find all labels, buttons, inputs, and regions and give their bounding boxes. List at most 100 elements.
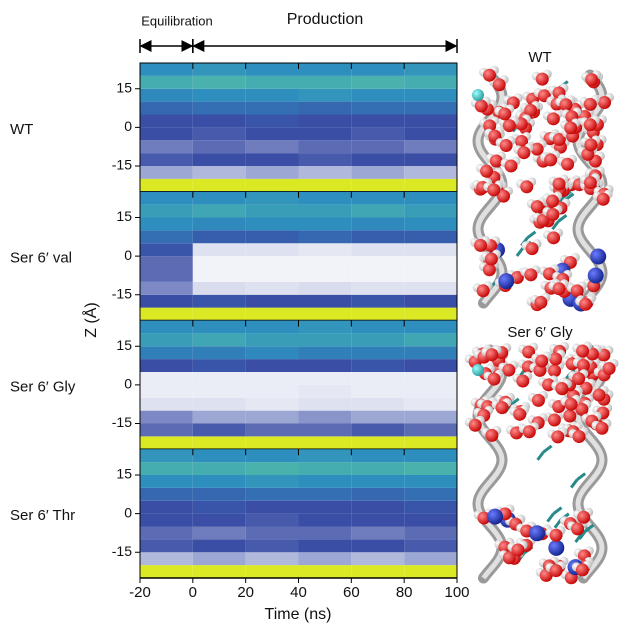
- heatmap-cell: [351, 410, 405, 424]
- heatmap-cell: [351, 88, 405, 102]
- heatmap-cell: [192, 140, 246, 154]
- water-o: [497, 189, 511, 203]
- heatmap-cell: [192, 153, 246, 166]
- water-o: [547, 231, 561, 245]
- heatmap-cell: [245, 114, 299, 128]
- water-o: [584, 138, 598, 152]
- water-o: [535, 72, 549, 86]
- water-o: [502, 551, 516, 565]
- heatmap-cell: [351, 140, 405, 154]
- heatmap-cell: [404, 101, 457, 115]
- heatmap-cell: [298, 423, 352, 437]
- water-o: [596, 192, 610, 206]
- water-o: [468, 418, 482, 432]
- water-o: [585, 73, 599, 87]
- heatmap-cell: [298, 384, 352, 398]
- heatmap-cell: [192, 500, 246, 514]
- heatmap-cell: [245, 410, 299, 424]
- heatmap-cell: [245, 140, 299, 154]
- image-title: WT: [528, 49, 551, 66]
- side-chain: [574, 526, 591, 543]
- heatmap-cell: [404, 449, 457, 463]
- heatmap-cell: [298, 526, 352, 540]
- heatmap-cell: [298, 565, 352, 578]
- heatmap-cell: [351, 397, 405, 411]
- y-tick-label: 0: [124, 504, 132, 520]
- heatmap-cell: [192, 526, 246, 540]
- water-o: [549, 352, 563, 366]
- water-o: [576, 344, 590, 358]
- heatmap-cell: [404, 436, 457, 450]
- heatmap-cell: [192, 75, 246, 89]
- heatmap-cell: [404, 500, 457, 514]
- water-o: [583, 176, 597, 190]
- heatmap-cell: [140, 191, 193, 205]
- heatmap-cell: [245, 384, 299, 398]
- heatmap-cell: [404, 410, 457, 424]
- heatmap-cell: [192, 204, 246, 218]
- heatmap-cell: [192, 513, 246, 527]
- heatmap-cell: [245, 243, 299, 257]
- heatmap-cell: [245, 475, 299, 488]
- heatmap-cell: [351, 256, 405, 269]
- water-o: [579, 381, 593, 395]
- heatmap-cell: [192, 462, 246, 475]
- y-tick-label: 15: [116, 208, 132, 224]
- heatmap-cell: [245, 423, 299, 437]
- water-o: [570, 284, 584, 298]
- heatmap-cell: [140, 552, 193, 566]
- water-o: [598, 96, 612, 110]
- heatmap-cell: [245, 75, 299, 89]
- heatmap-cell: [351, 526, 405, 540]
- heatmap-cell: [192, 294, 246, 308]
- heatmap-cell: [351, 217, 405, 231]
- heatmap-cell: [245, 307, 299, 321]
- heatmap-cell: [245, 204, 299, 218]
- water-o: [539, 568, 553, 582]
- heatmap-cell: [140, 166, 193, 179]
- heatmap-cell: [140, 178, 193, 192]
- water-o: [571, 522, 585, 536]
- heatmap-cell: [298, 320, 352, 334]
- heatmap-cell: [245, 320, 299, 334]
- water-o: [502, 119, 516, 133]
- heatmap-cell: [298, 75, 352, 89]
- heatmap-cell: [351, 114, 405, 128]
- heatmap-cell: [298, 204, 352, 218]
- heatmap-cell: [404, 153, 457, 166]
- water-o: [530, 142, 544, 156]
- heatmap-cell: [192, 539, 246, 553]
- heatmap-cell: [245, 552, 299, 566]
- heatmap-cell: [192, 410, 246, 424]
- heatmap-cell: [140, 140, 193, 154]
- water-o: [492, 78, 506, 92]
- heatmap-cell: [298, 539, 352, 553]
- heatmap-cell: [351, 178, 405, 192]
- heatmap-cell: [140, 526, 193, 540]
- heatmap-cell: [298, 397, 352, 411]
- heatmap-cell: [351, 230, 405, 244]
- water-o: [495, 401, 509, 415]
- heatmap-cell: [298, 436, 352, 450]
- heatmap-cell: [192, 320, 246, 334]
- water-o: [559, 98, 573, 112]
- water-o: [487, 183, 501, 197]
- heatmap-cell: [192, 397, 246, 411]
- heatmap-cell: [192, 191, 246, 205]
- water-o: [480, 164, 494, 178]
- heatmap-cell: [140, 475, 193, 488]
- heatmap-cell: [298, 513, 352, 527]
- heatmap-cell: [140, 88, 193, 102]
- heatmap-cell: [404, 88, 457, 102]
- heatmap-cell: [351, 565, 405, 578]
- water-o: [531, 393, 545, 407]
- heatmap-cell: [351, 307, 405, 321]
- ion: [487, 508, 504, 525]
- ion: [587, 267, 604, 284]
- water-o: [552, 282, 566, 296]
- heatmap-cell: [140, 384, 193, 398]
- heatmap-cell: [140, 513, 193, 527]
- heatmap-cell: [351, 294, 405, 308]
- heatmap-cell: [351, 191, 405, 205]
